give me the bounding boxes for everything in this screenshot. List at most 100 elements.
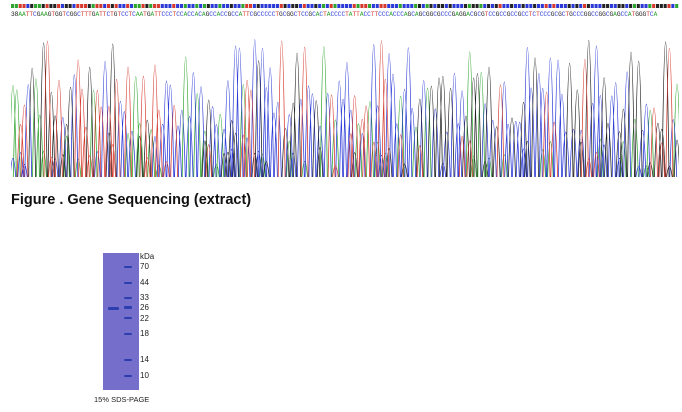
- quality-block: [153, 4, 157, 8]
- quality-block: [525, 4, 529, 8]
- quality-block: [490, 4, 494, 8]
- quality-block: [402, 4, 406, 8]
- quality-block: [356, 4, 360, 8]
- quality-block: [414, 4, 418, 8]
- quality-block: [118, 4, 122, 8]
- quality-block: [172, 4, 176, 8]
- quality-block: [337, 4, 341, 8]
- marker-label-44: 44: [140, 278, 149, 287]
- quality-block: [398, 4, 402, 8]
- marker-label-70: 70: [140, 262, 149, 271]
- quality-block: [394, 4, 398, 8]
- chromatogram-trace: [11, 39, 679, 178]
- quality-block: [559, 4, 564, 8]
- quality-block: [348, 4, 352, 8]
- quality-block: [268, 4, 272, 8]
- quality-block: [440, 4, 445, 8]
- trace-A: [11, 46, 679, 178]
- quality-block: [14, 4, 18, 8]
- quality-block: [252, 4, 256, 8]
- quality-block: [68, 4, 72, 8]
- trace-G: [28, 39, 679, 178]
- quality-block: [571, 4, 575, 8]
- quality-block: [417, 4, 422, 8]
- quality-block: [644, 4, 648, 8]
- sequence-index: 38: [11, 11, 19, 18]
- quality-block: [368, 4, 372, 8]
- quality-block: [329, 4, 333, 8]
- quality-block: [206, 4, 210, 8]
- quality-block: [556, 4, 560, 8]
- quality-block: [164, 4, 168, 8]
- quality-block: [364, 4, 368, 8]
- quality-block: [72, 4, 76, 8]
- quality-block: [233, 4, 237, 8]
- quality-block: [586, 4, 590, 8]
- quality-block: [425, 4, 429, 8]
- quality-block: [671, 4, 675, 8]
- quality-block: [333, 4, 337, 8]
- quality-block: [191, 4, 195, 8]
- quality-block: [95, 4, 99, 8]
- quality-block: [272, 4, 276, 8]
- quality-block: [302, 4, 306, 8]
- quality-block: [214, 4, 218, 8]
- quality-block: [475, 4, 479, 8]
- trace-C: [11, 39, 678, 178]
- quality-block: [464, 4, 468, 8]
- quality-block: [218, 4, 222, 8]
- quality-block: [513, 4, 517, 8]
- quality-block: [536, 4, 541, 8]
- marker-label-26: 26: [140, 303, 149, 312]
- quality-block: [310, 4, 314, 8]
- quality-block: [287, 4, 291, 8]
- quality-block: [57, 4, 61, 8]
- quality-block: [540, 4, 544, 8]
- quality-block: [91, 4, 95, 8]
- quality-block: [433, 4, 437, 8]
- figure-caption: Figure . Gene Sequencing (extract): [11, 192, 252, 208]
- quality-block: [598, 4, 602, 8]
- quality-block: [83, 4, 88, 8]
- quality-block: [199, 4, 203, 8]
- sequence-bases: AATTCGAAGTGGTCGGCTTTGATTCTGTCCTCAATGATTC…: [18, 11, 658, 18]
- quality-block: [506, 4, 510, 8]
- quality-block: [176, 4, 180, 8]
- quality-block: [99, 4, 103, 8]
- quality-block: [652, 4, 656, 8]
- marker-label-18: 18: [140, 329, 149, 338]
- quality-block: [602, 4, 606, 8]
- marker-label-33: 33: [140, 293, 149, 302]
- quality-block: [110, 4, 114, 8]
- quality-block: [510, 4, 514, 8]
- quality-block: [655, 4, 660, 8]
- quality-block: [245, 4, 249, 8]
- quality-block: [663, 4, 667, 8]
- quality-block: [479, 4, 483, 8]
- quality-block: [49, 4, 53, 8]
- ladder-band-70: [124, 266, 132, 268]
- quality-block: [517, 4, 521, 8]
- quality-block: [22, 4, 26, 8]
- quality-block: [237, 4, 241, 8]
- quality-block: [383, 4, 387, 8]
- ladder-band-33: [124, 297, 132, 299]
- quality-block: [352, 4, 356, 8]
- quality-block: [279, 4, 283, 8]
- quality-block: [444, 4, 448, 8]
- quality-block: [295, 4, 299, 8]
- quality-block: [126, 4, 130, 8]
- quality-block: [483, 4, 487, 8]
- quality-block: [149, 4, 153, 8]
- quality-block: [548, 4, 552, 8]
- sds-page-gel: [103, 253, 139, 390]
- quality-block: [183, 4, 187, 8]
- quality-block: [609, 4, 613, 8]
- marker-label-10: 10: [140, 371, 149, 380]
- ladder-band-44: [124, 282, 132, 284]
- quality-block: [487, 4, 491, 8]
- quality-block: [406, 4, 410, 8]
- quality-block: [667, 4, 671, 8]
- quality-block: [45, 4, 49, 8]
- ladder-band-14: [124, 359, 132, 361]
